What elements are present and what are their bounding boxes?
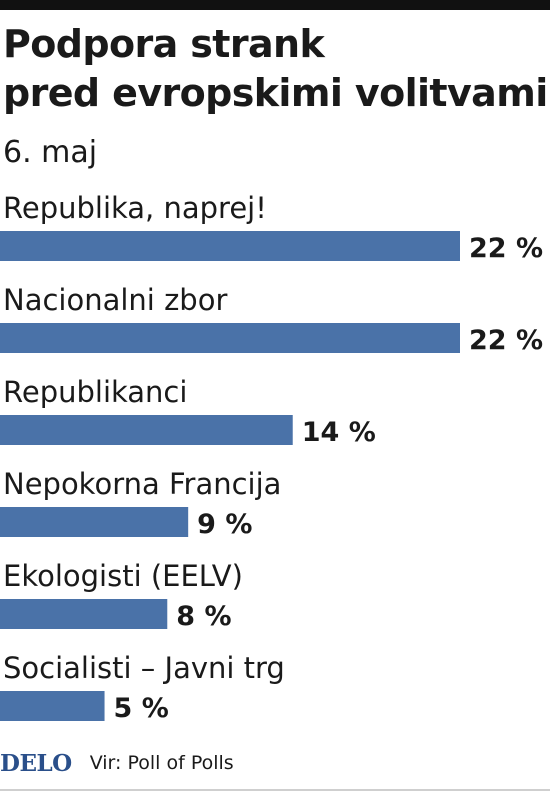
bar-republikanci: [0, 415, 293, 445]
bar-ekologisti-eelv: [0, 599, 168, 629]
chart-subtitle: 6. maj: [3, 135, 98, 170]
top-rule: [0, 0, 550, 10]
bar-socialisti-javni-trg: [0, 691, 105, 721]
delo-logo: DELO: [0, 749, 72, 777]
value-label-nacionalni-zbor: 22 %: [469, 325, 543, 356]
category-label-republikanci: Republikanci: [3, 375, 187, 409]
bottom-rule: [0, 789, 550, 791]
bar-nepokorna-francija: [0, 507, 189, 537]
category-label-nacionalni-zbor: Nacionalni zbor: [3, 283, 227, 317]
value-label-republika-naprej: 22 %: [469, 233, 543, 264]
bar-nacionalni-zbor: [0, 323, 460, 353]
chart-title-line-2: pred evropskimi volitvami: [3, 71, 548, 115]
value-label-nepokorna-francija: 9 %: [197, 509, 252, 540]
category-label-ekologisti-eelv: Ekologisti (EELV): [3, 559, 243, 593]
footer: DELO Vir: Poll of Polls: [0, 746, 234, 780]
category-label-nepokorna-francija: Nepokorna Francija: [3, 467, 281, 501]
value-label-socialisti-javni-trg: 5 %: [114, 693, 169, 724]
category-label-socialisti-javni-trg: Socialisti – Javni trg: [3, 651, 285, 685]
value-label-republikanci: 14 %: [302, 417, 376, 448]
value-label-ekologisti-eelv: 8 %: [176, 601, 231, 632]
source-note: Vir: Poll of Polls: [89, 752, 234, 774]
chart-title: Podpora strank pred evropskimi volitvami: [3, 20, 548, 118]
chart-title-line-1: Podpora strank: [3, 22, 325, 66]
category-label-republika-naprej: Republika, naprej!: [3, 191, 267, 225]
bar-republika-naprej: [0, 231, 460, 261]
